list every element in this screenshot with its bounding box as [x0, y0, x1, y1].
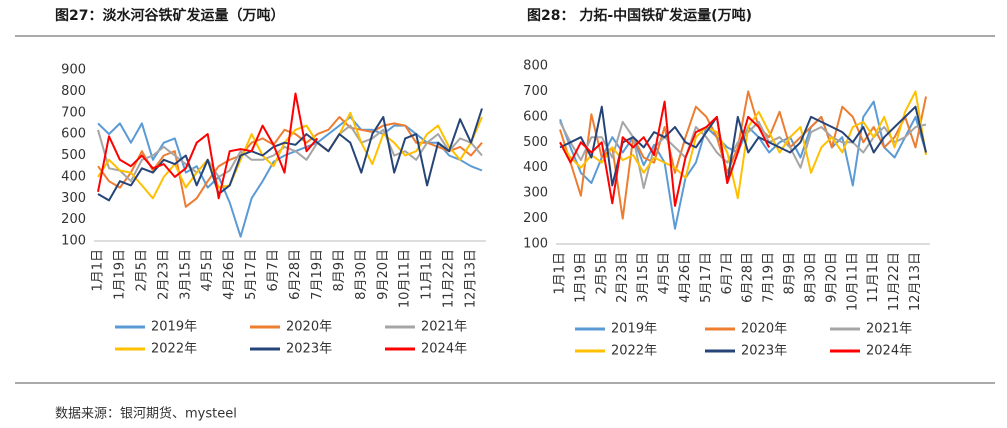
x-tick-label: 8月9日: [783, 252, 798, 295]
legend-label: 2022年: [151, 342, 197, 357]
legend-label: 2020年: [286, 320, 332, 335]
x-tick-label: 1月19日: [573, 252, 588, 303]
legend-label: 2024年: [421, 342, 467, 357]
x-tick-label: 8月9日: [332, 249, 347, 292]
y-tick-label: 700: [61, 105, 86, 120]
chart-title: 图28： 力拓-中国铁矿发运量(万吨): [527, 7, 752, 24]
series-line: [97, 108, 483, 202]
x-tick-label: 7月19日: [762, 252, 777, 303]
y-tick-label: 500: [61, 148, 86, 163]
x-tick-label: 6月28日: [741, 252, 756, 303]
x-tick-label: 3月15日: [178, 249, 193, 300]
legend-label: 2021年: [421, 320, 467, 335]
x-tick-label: 2月23日: [615, 252, 630, 303]
legend-label: 2024年: [866, 344, 912, 359]
legend-label: 2022年: [611, 344, 657, 359]
series-line: [559, 100, 770, 207]
x-tick-label: 4月5日: [657, 252, 672, 295]
y-tick-label: 300: [61, 191, 86, 206]
y-tick-label: 700: [523, 84, 548, 99]
legend-label: 2023年: [286, 342, 332, 357]
y-tick-label: 600: [523, 109, 548, 124]
y-tick-label: 800: [523, 59, 548, 74]
x-tick-label: 11月1日: [420, 249, 435, 300]
x-tick-label: 4月5日: [200, 249, 215, 292]
x-tick-label: 9月20日: [824, 252, 839, 303]
y-tick-label: 300: [523, 186, 548, 201]
x-tick-label: 8月30日: [354, 249, 369, 300]
x-tick-label: 7月19日: [310, 249, 325, 300]
x-tick-label: 1月19日: [112, 249, 127, 300]
x-tick-label: 11月22日: [442, 249, 457, 308]
series-line: [97, 124, 483, 183]
y-tick-label: 600: [61, 127, 86, 142]
y-tick-label: 400: [523, 160, 548, 175]
y-tick-label: 900: [61, 63, 86, 78]
y-tick-label: 800: [61, 84, 86, 99]
x-tick-label: 5月17日: [244, 249, 259, 300]
y-tick-label: 100: [523, 237, 548, 252]
chart-title: 图27：淡水河谷铁矿发运量（万吨）: [55, 7, 284, 24]
x-tick-label: 6月28日: [288, 249, 303, 300]
y-tick-label: 400: [61, 169, 86, 184]
legend-label: 2023年: [741, 344, 787, 359]
x-tick-label: 10月11日: [398, 249, 413, 308]
x-tick-label: 8月30日: [803, 252, 818, 303]
x-tick-label: 2月5日: [134, 249, 149, 292]
x-tick-label: 4月26日: [222, 249, 237, 300]
y-tick-label: 200: [523, 211, 548, 226]
x-tick-label: 9月20日: [376, 249, 391, 300]
x-tick-label: 2月5日: [594, 252, 609, 295]
series-line: [97, 116, 483, 238]
y-tick-label: 500: [523, 135, 548, 150]
legend-label: 2021年: [866, 322, 912, 337]
y-tick-label: 100: [61, 234, 86, 249]
x-tick-label: 5月17日: [699, 252, 714, 303]
legend-label: 2019年: [611, 322, 657, 337]
x-tick-label: 11月1日: [866, 252, 881, 303]
y-tick-label: 200: [61, 212, 86, 227]
x-tick-label: 1月1日: [91, 249, 106, 292]
series-line: [97, 92, 319, 200]
x-tick-label: 4月26日: [678, 252, 693, 303]
x-tick-label: 12月13日: [908, 252, 923, 311]
x-tick-label: 10月11日: [845, 252, 860, 311]
x-tick-label: 11月22日: [887, 252, 902, 311]
x-tick-label: 2月23日: [156, 249, 171, 300]
series-line: [559, 90, 927, 220]
x-tick-label: 1月1日: [553, 252, 568, 295]
x-tick-label: 12月13日: [464, 249, 479, 308]
legend-label: 2020年: [741, 322, 787, 337]
x-tick-label: 6月7日: [720, 252, 735, 295]
series-line: [559, 90, 927, 200]
source: 数据来源：银河期货、mysteel: [55, 406, 237, 422]
legend-label: 2019年: [151, 320, 197, 335]
x-tick-label: 3月15日: [636, 252, 651, 303]
x-tick-label: 6月7日: [266, 249, 281, 292]
